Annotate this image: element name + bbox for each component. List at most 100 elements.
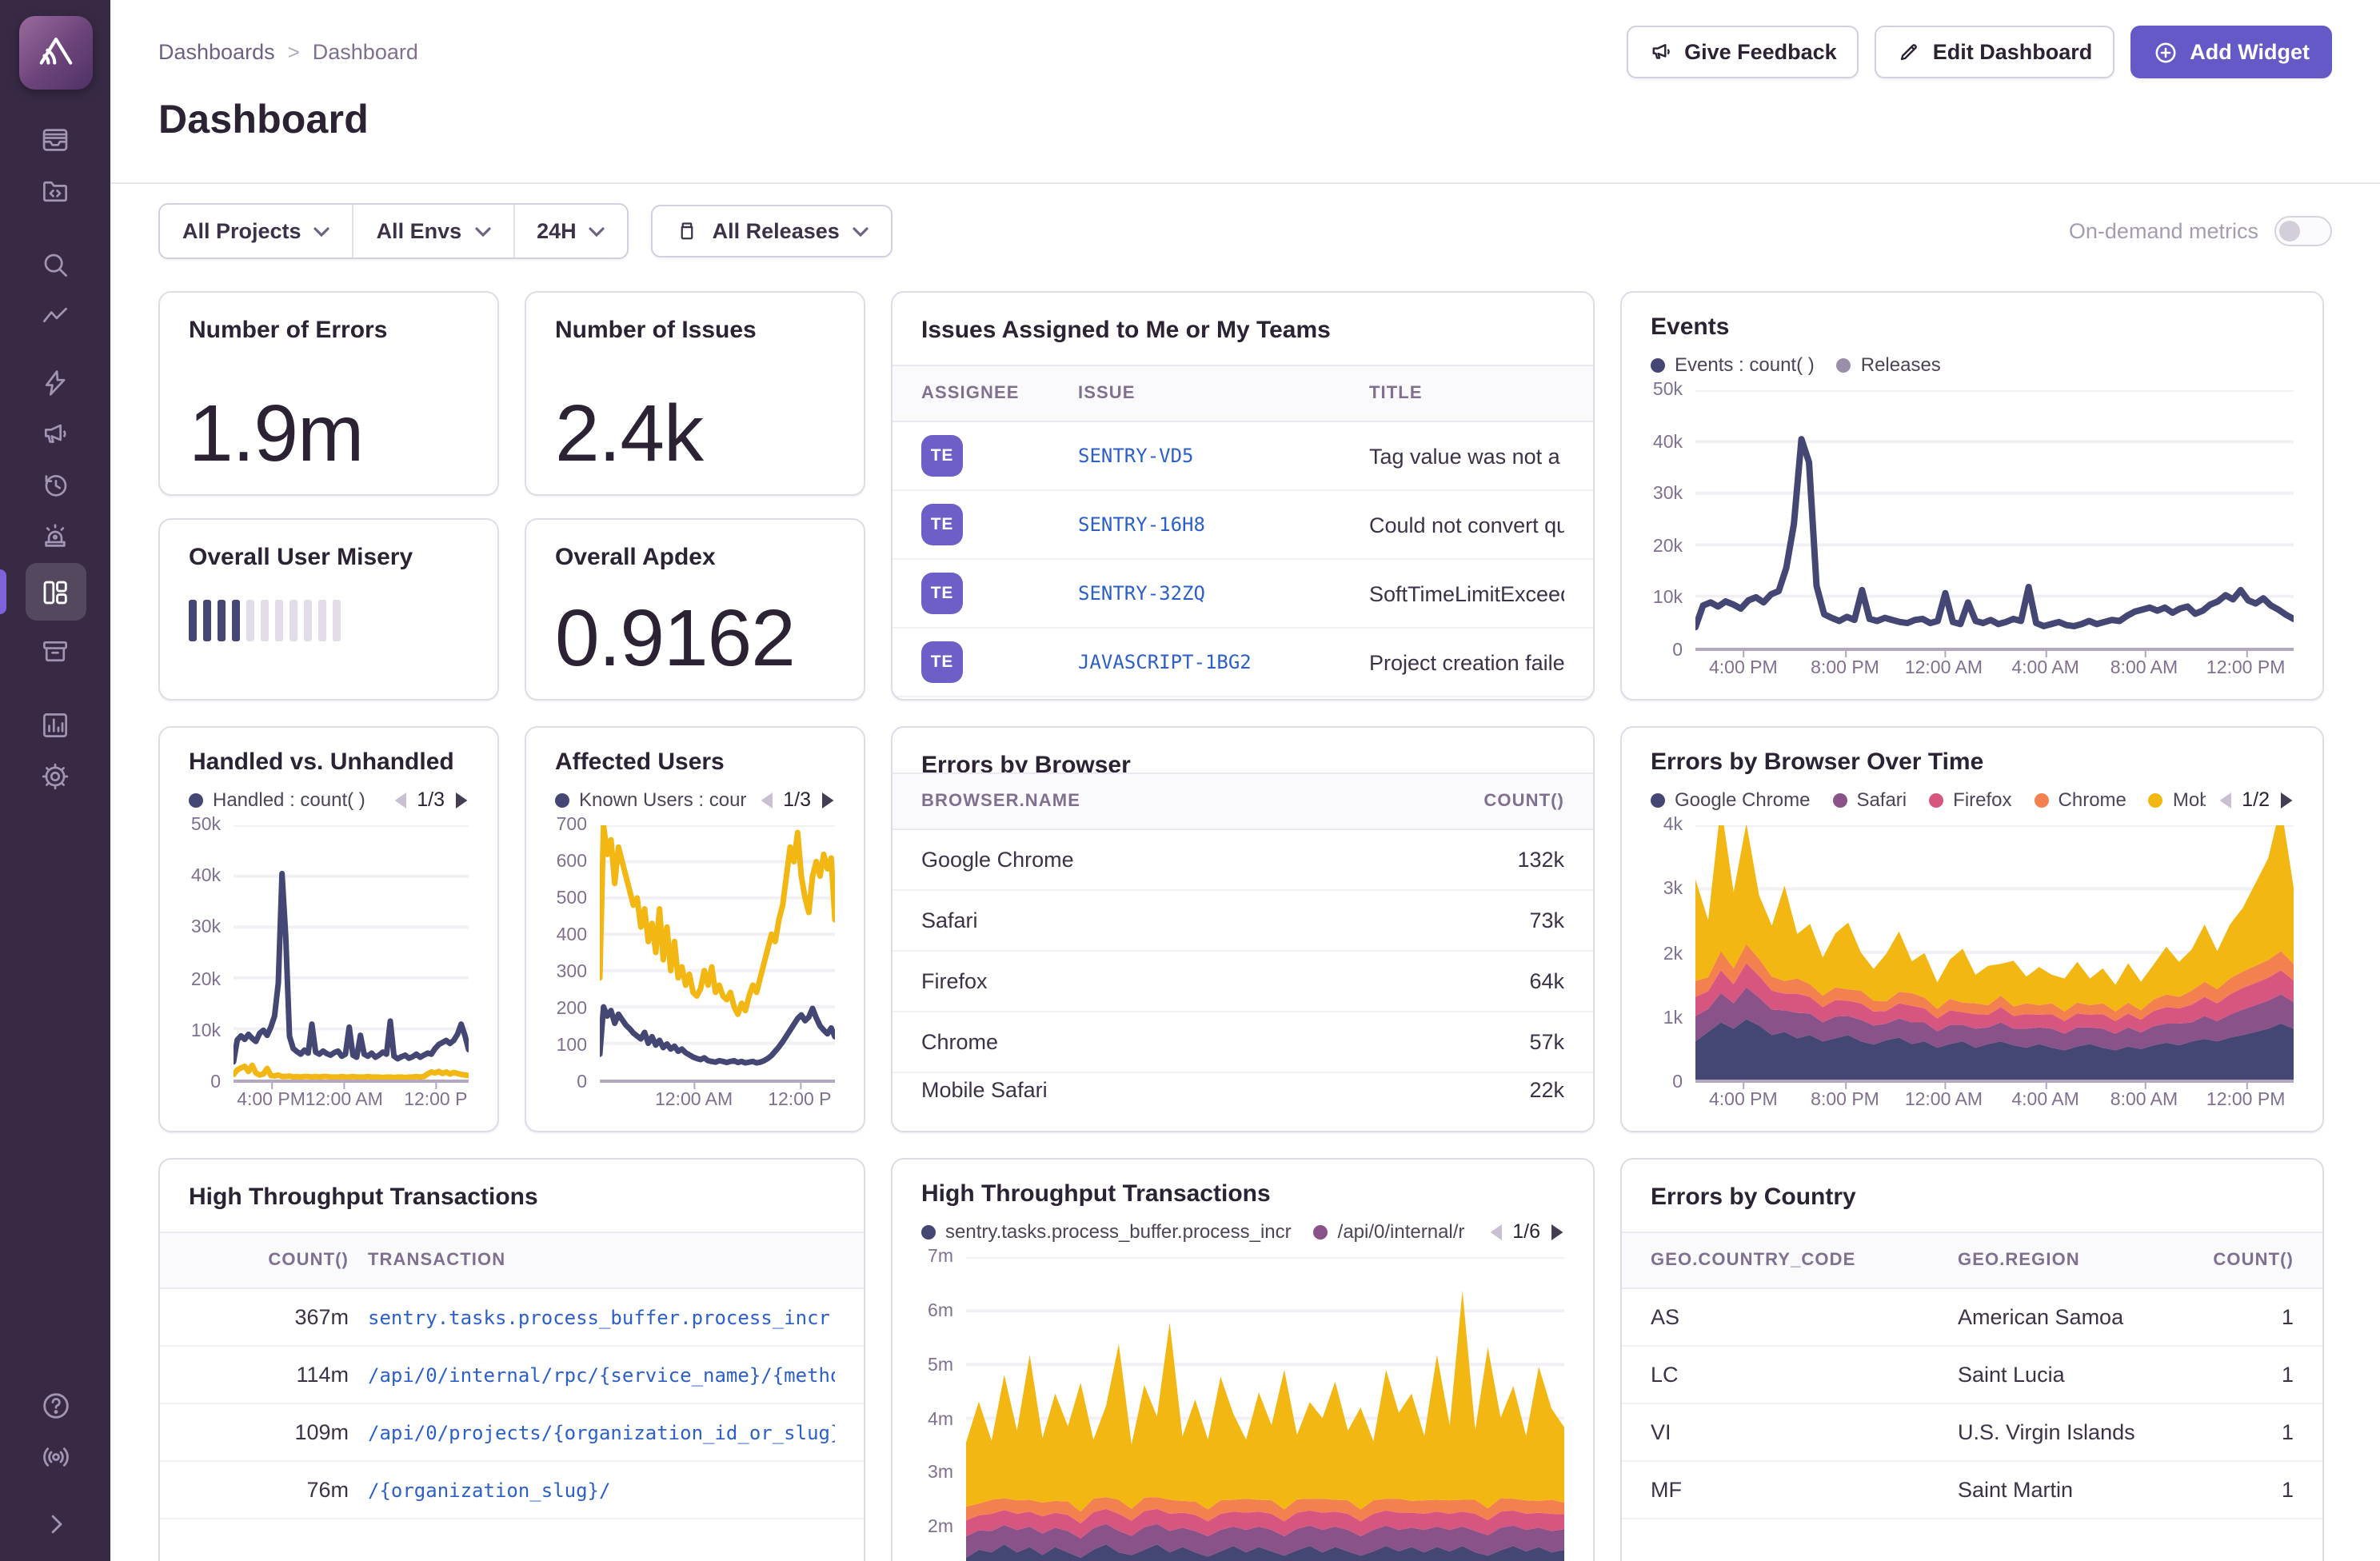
cell-link-transaction[interactable]: /api/0/projects/{organization_id_or_slug…	[368, 1421, 835, 1443]
column-header-count[interactable]: COUNT()	[2182, 1251, 2294, 1270]
prev-page-icon[interactable]	[1488, 1223, 1501, 1240]
cell-link-issue[interactable]: SENTRY-16H8	[1078, 513, 1350, 536]
legend-item[interactable]: sentry.tasks.process_buffer.process_incr	[921, 1220, 1292, 1243]
column-header-name[interactable]: BROWSER.NAME	[921, 792, 1401, 811]
prev-page-icon[interactable]	[759, 791, 772, 808]
main-content: Dashboards > Dashboard Give Feedback Edi…	[110, 0, 2380, 1561]
widget-errors-by-browser-over-time[interactable]: Errors by Browser Over Time Google Chrom…	[1620, 726, 2324, 1132]
sidebar-item-dashboards[interactable]	[25, 563, 86, 621]
prev-page-icon[interactable]	[2218, 791, 2230, 808]
project-filter[interactable]: All Projects	[160, 205, 353, 258]
sidebar-item-help[interactable]	[28, 1382, 82, 1430]
sidebar-item-performance[interactable]	[28, 291, 82, 339]
widget-overall-user-misery[interactable]: Overall User Misery	[158, 518, 499, 701]
widget-high-throughput-table[interactable]: High Throughput Transactions COUNT()TRAN…	[158, 1158, 865, 1561]
widget-number-of-issues[interactable]: Number of Issues 2.4k	[525, 291, 865, 496]
cell-link-transaction[interactable]: sentry.tasks.process_buffer.process_incr	[368, 1306, 835, 1328]
sidebar-item-releases[interactable]	[28, 627, 82, 675]
give-feedback-button[interactable]: Give Feedback	[1627, 26, 1859, 78]
table-row: 109m/api/0/projects/{organization_id_or_…	[160, 1404, 864, 1462]
legend-dot	[2035, 792, 2049, 807]
legend-item[interactable]: Releases	[1837, 353, 1941, 376]
next-page-icon[interactable]	[822, 791, 835, 808]
cell-link-issue[interactable]: SENTRY-VD5	[1078, 445, 1350, 467]
legend-item[interactable]: Known Users : cour	[555, 788, 746, 811]
column-header-transaction[interactable]: TRANSACTION	[368, 1251, 835, 1270]
column-header-count[interactable]: COUNT()	[1420, 792, 1564, 811]
sidebar-item-search[interactable]	[28, 240, 82, 288]
widget-affected-users[interactable]: Affected Users Known Users : cour1/3 700…	[525, 726, 865, 1132]
column-header-issue[interactable]: ISSUE	[1078, 384, 1350, 403]
affected-users-chart[interactable]: 700600500400300200100012:00 AM12:00 P	[555, 825, 835, 1115]
on-demand-toggle[interactable]	[2274, 216, 2332, 246]
cell-region: Saint Martin	[1958, 1478, 2162, 1502]
environment-filter[interactable]: All Envs	[353, 205, 513, 258]
cell-link-transaction[interactable]: /{organization_slug}/	[368, 1479, 835, 1501]
legend-item[interactable]: /api/0/internal/r	[1314, 1220, 1465, 1243]
widget-errors-by-browser[interactable]: Errors by Browser BROWSER.NAMECOUNT()Goo…	[891, 726, 1595, 1132]
plus-circle-icon	[2153, 39, 2178, 65]
cell-count: 22k	[1420, 1078, 1564, 1102]
column-header-code[interactable]: GEO.COUNTRY_CODE	[1651, 1251, 1939, 1270]
sentry-logo[interactable]	[18, 16, 92, 90]
cell-link-issue[interactable]: SENTRY-32ZQ	[1078, 582, 1350, 605]
cell-title: Tag value was not a strin	[1369, 444, 1564, 468]
next-page-icon[interactable]	[2281, 791, 2294, 808]
next-page-icon[interactable]	[1551, 1223, 1564, 1240]
x-axis-label: 4:00 AM	[2011, 1091, 2079, 1110]
dashboards-icon	[40, 577, 70, 607]
big-number-value: 0.9162	[555, 601, 835, 677]
on-demand-metrics-label: On-demand metrics	[2069, 219, 2258, 243]
edit-dashboard-button[interactable]: Edit Dashboard	[1875, 26, 2115, 78]
x-axis-label: 4:00 AM	[2011, 659, 2079, 678]
legend-item[interactable]: Firefox	[1929, 788, 2011, 811]
legend-item[interactable]: Handled : count( )	[189, 788, 365, 811]
legend-item[interactable]: Google Chrome	[1651, 788, 1810, 811]
widget-overall-apdex[interactable]: Overall Apdex 0.9162	[525, 518, 865, 701]
date-range-filter[interactable]: 24H	[513, 205, 628, 258]
widget-issues-assigned[interactable]: Issues Assigned to Me or My Teams ASSIGN…	[891, 291, 1595, 701]
cell-assignee: TE	[921, 504, 1059, 545]
column-header-region[interactable]: GEO.REGION	[1958, 1251, 2162, 1270]
handled-chart[interactable]: 50k40k30k20k10k04:00 PM12:00 AM12:00 P	[189, 825, 469, 1115]
widget-title: Overall User Misery	[189, 544, 469, 571]
sidebar-item-starfish[interactable]	[28, 358, 82, 406]
column-header-count[interactable]: COUNT()	[189, 1251, 349, 1270]
sidebar-item-whats-new[interactable]	[28, 1433, 82, 1481]
add-widget-button[interactable]: Add Widget	[2130, 26, 2332, 78]
x-axis-label: 12:00 AM	[1905, 659, 1983, 678]
widget-number-of-errors[interactable]: Number of Errors 1.9m	[158, 291, 499, 496]
cell-count: 132k	[1420, 848, 1564, 872]
widget-high-throughput-chart[interactable]: High Throughput Transactions sentry.task…	[891, 1158, 1595, 1561]
widget-handled-vs-unhandled[interactable]: Handled vs. Unhandled Handled : count( )…	[158, 726, 499, 1132]
cell-link-transaction[interactable]: /api/0/internal/rpc/{service_name}/{meth…	[368, 1363, 835, 1386]
legend-item[interactable]: Events : count( )	[1651, 353, 1815, 376]
legend-item[interactable]: Safari	[1832, 788, 1907, 811]
sidebar-collapse[interactable]	[28, 1500, 82, 1548]
sidebar-item-issues[interactable]	[28, 115, 82, 163]
legend-item[interactable]: Chrome	[2035, 788, 2126, 811]
sidebar-item-replays[interactable]	[28, 461, 82, 509]
sidebar-item-alerts[interactable]	[28, 512, 82, 560]
table-row: Mobile Safari22k	[892, 1073, 1593, 1132]
cell-name: Chrome	[921, 1030, 1401, 1054]
legend-item[interactable]: Mobile S	[2149, 788, 2205, 811]
table-header: ASSIGNEE ISSUE TITLE	[892, 365, 1593, 422]
sidebar-item-feedback[interactable]	[28, 409, 82, 457]
next-page-icon[interactable]	[456, 791, 469, 808]
assignee-avatar: TE	[921, 573, 963, 614]
prev-page-icon[interactable]	[393, 791, 405, 808]
sidebar-item-stats[interactable]	[28, 701, 82, 749]
widget-events[interactable]: Events Events : count( )Releases 50k40k3…	[1620, 291, 2324, 701]
column-header-title[interactable]: TITLE	[1369, 384, 1564, 403]
release-filter[interactable]: All Releases	[652, 205, 892, 258]
column-header-assignee[interactable]: ASSIGNEE	[921, 384, 1059, 403]
breadcrumb-dashboards-link[interactable]: Dashboards	[158, 40, 275, 64]
sidebar-item-projects[interactable]	[28, 166, 82, 214]
sidebar-item-settings[interactable]	[28, 752, 82, 800]
browser-over-time-chart[interactable]: 4k3k2k1k04:00 PM8:00 PM12:00 AM4:00 AM8:…	[1651, 825, 2294, 1115]
high-throughput-chart[interactable]: 7m6m5m4m3m2m1m04:00 PM8:00 PM12:00 AM4:0…	[921, 1257, 1564, 1561]
cell-link-issue[interactable]: JAVASCRIPT-1BG2	[1078, 651, 1350, 673]
widget-errors-by-country[interactable]: Errors by Country GEO.COUNTRY_CODEGEO.RE…	[1620, 1158, 2324, 1561]
events-chart[interactable]: 50k40k30k20k10k04:00 PM8:00 PM12:00 AM4:…	[1651, 390, 2294, 683]
